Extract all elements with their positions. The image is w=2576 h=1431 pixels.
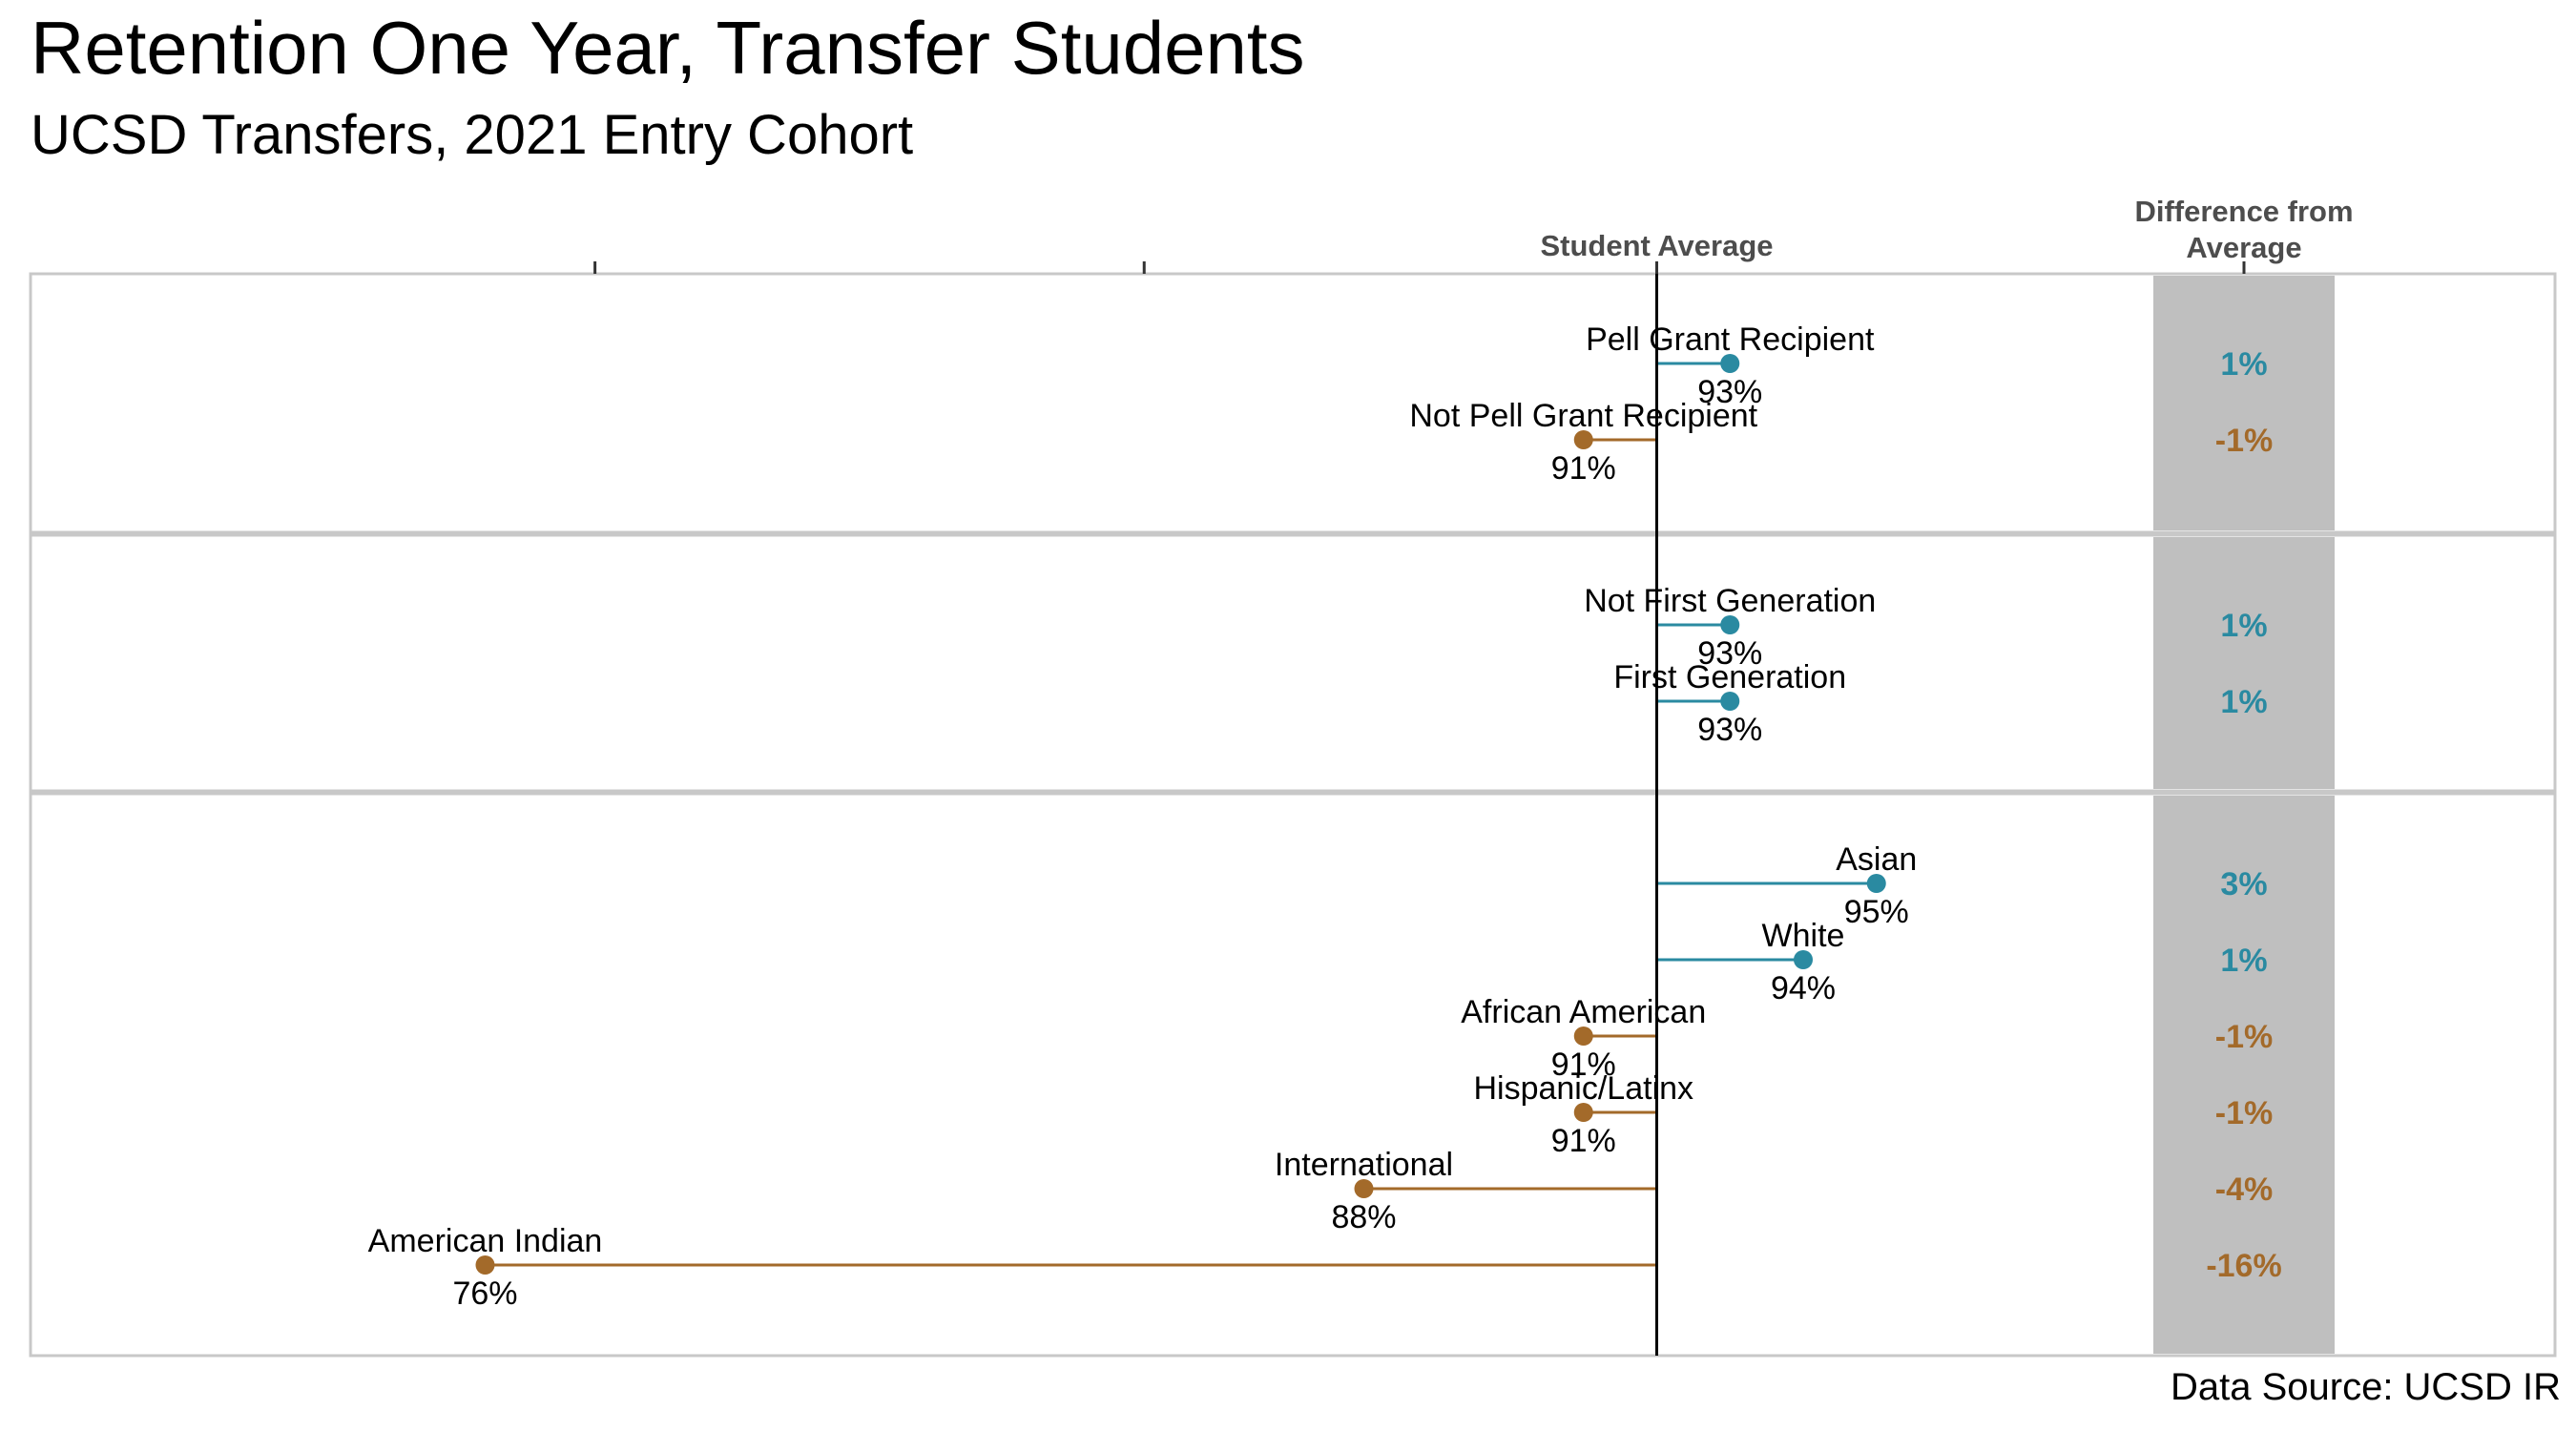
panel-frame: [29, 792, 2557, 1358]
value-label: 93%: [1697, 635, 1762, 672]
difference-label: 1%: [2220, 943, 2267, 979]
lollipop-point: [1720, 615, 1740, 634]
value-label: 91%: [1551, 450, 1616, 487]
group-label: African American: [1461, 994, 1706, 1030]
student-average-label: Student Average: [1540, 229, 1773, 262]
lollipop-point: [1866, 874, 1886, 893]
difference-header-line2: Average: [2186, 231, 2301, 264]
difference-label: 1%: [2220, 346, 2267, 383]
difference-band: [2153, 796, 2335, 1354]
difference-label: -1%: [2215, 423, 2273, 459]
chart-title: Retention One Year, Transfer Students: [31, 6, 1305, 90]
value-label: 95%: [1844, 894, 1909, 930]
difference-label: -16%: [2206, 1248, 2281, 1284]
group-label: Pell Grant Recipient: [1586, 321, 1875, 358]
value-label: 76%: [452, 1275, 517, 1312]
lollipop-point: [475, 1255, 495, 1275]
group-label: Not Pell Grant Recipient: [1409, 398, 1757, 434]
value-label: 93%: [1697, 374, 1762, 410]
value-label: 91%: [1551, 1123, 1616, 1159]
lollipop-point: [1573, 1103, 1593, 1122]
panel-frame: [29, 533, 2557, 793]
lollipop-point: [1573, 430, 1593, 449]
value-label: 94%: [1771, 970, 1836, 1006]
difference-label: -1%: [2215, 1095, 2273, 1131]
difference-label: 1%: [2220, 684, 2267, 720]
difference-label: 1%: [2220, 608, 2267, 644]
lollipop-point: [1720, 354, 1740, 373]
group-label: International: [1275, 1147, 1453, 1183]
group-label: First Generation: [1613, 659, 1846, 695]
group-label: American Indian: [368, 1223, 603, 1259]
lollipop-point: [1573, 1027, 1593, 1046]
group-label: White: [1762, 918, 1845, 954]
difference-band: [2153, 537, 2335, 789]
lollipop-point: [1720, 692, 1740, 711]
difference-label: 3%: [2220, 866, 2267, 902]
group-label: Not First Generation: [1584, 583, 1876, 619]
chart-subtitle: UCSD Transfers, 2021 Entry Cohort: [31, 104, 914, 166]
value-label: 91%: [1551, 1047, 1616, 1083]
difference-label: -1%: [2215, 1019, 2273, 1055]
group-label: Hispanic/Latinx: [1473, 1070, 1693, 1107]
group-label: Asian: [1836, 841, 1917, 878]
lollipop-point: [1794, 950, 1813, 969]
difference-label: -4%: [2215, 1172, 2273, 1208]
value-label: 93%: [1697, 712, 1762, 748]
lollipop-point: [1354, 1179, 1374, 1198]
difference-header-line1: Difference from: [2134, 195, 2353, 228]
panel-frame: [29, 272, 2557, 534]
value-label: 88%: [1331, 1199, 1396, 1235]
data-source-note: Data Source: UCSD IR: [2170, 1366, 2561, 1408]
difference-band: [2153, 276, 2335, 530]
